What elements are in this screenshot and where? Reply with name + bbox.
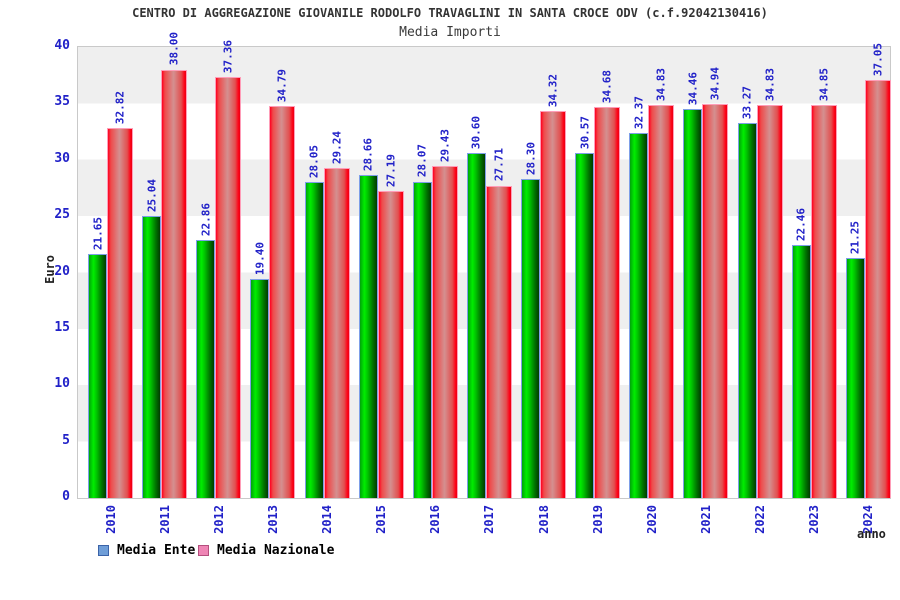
y-axis-title: Euro: [43, 254, 57, 284]
y-tick-5: 5: [62, 432, 70, 448]
bar-media-nazionale-2022-value: 34.83: [763, 68, 777, 102]
media-nazionale-swatch-icon: [198, 545, 209, 556]
bar-media-ente-2020: [629, 133, 649, 498]
legend-label: Media Ente: [117, 543, 196, 558]
bar-media-ente-2012: [196, 240, 216, 498]
chart-subtitle: Media Importi: [399, 25, 501, 40]
bar-media-nazionale-2010: [107, 127, 133, 498]
y-tick-35: 35: [54, 94, 70, 110]
bar-media-nazionale-2017-value: 27.71: [492, 148, 506, 182]
bar-media-nazionale-2019-value: 34.68: [600, 69, 614, 103]
bar-media-ente-2013-value: 19.40: [253, 242, 267, 276]
x-tick-2020: 2020: [644, 505, 659, 534]
bar-media-nazionale-2013: [269, 105, 296, 498]
bar-media-nazionale-2012-value: 37.36: [221, 39, 235, 73]
x-tick-2015: 2015: [374, 505, 389, 534]
bar-media-ente-2013: [250, 279, 270, 498]
bar-media-nazionale-2017: [485, 185, 512, 498]
bar-media-nazionale-2020-value: 34.83: [654, 68, 668, 102]
bar-media-ente-2024-value: 21.25: [848, 221, 862, 255]
bar-media-ente-2024: [845, 258, 865, 498]
y-tick-10: 10: [54, 376, 70, 392]
bar-media-nazionale-2013-value: 34.79: [275, 68, 289, 102]
bar-media-ente-2018-value: 28.30: [524, 141, 538, 175]
bar-media-nazionale-2016-value: 29.43: [438, 129, 452, 163]
bar-media-nazionale-2015-value: 27.19: [384, 154, 398, 188]
bar-media-ente-2014: [304, 181, 324, 498]
legend-label: Media Nazionale: [217, 543, 335, 558]
x-tick-2012: 2012: [211, 505, 226, 534]
bar-media-ente-2021-value: 34.46: [686, 72, 700, 106]
bar-media-ente-2011-value: 25.04: [145, 178, 159, 212]
x-tick-2017: 2017: [482, 505, 497, 534]
y-tick-40: 40: [54, 38, 70, 53]
y-tick-30: 30: [54, 150, 70, 166]
bar-media-nazionale-2018-value: 34.32: [546, 73, 560, 108]
media-ente-swatch-icon: [98, 545, 109, 556]
legend-item-media-nazionale: Media Nazionale: [198, 543, 334, 558]
bar-media-nazionale-2012: [215, 76, 242, 498]
bar-media-nazionale-2020: [648, 105, 675, 498]
bar-media-ente-2018: [521, 178, 541, 498]
x-tick-2011: 2011: [157, 505, 172, 534]
bar-media-nazionale-2014: [323, 168, 350, 498]
x-tick-2014: 2014: [320, 505, 335, 534]
y-tick-0: 0: [62, 489, 70, 504]
bar-media-ente-2023-value: 22.46: [794, 207, 808, 241]
bar-media-nazionale-2021-value: 34.94: [708, 66, 722, 101]
bar-media-ente-2011: [142, 215, 162, 498]
bar-media-ente-2019: [575, 153, 595, 498]
x-tick-2010: 2010: [103, 505, 118, 534]
x-tick-2021: 2021: [698, 505, 713, 534]
bar-media-ente-2010: [88, 253, 107, 498]
bar-media-ente-2016-value: 28.07: [415, 144, 429, 178]
bar-media-nazionale-2016: [431, 166, 458, 498]
y-tick-15: 15: [54, 319, 70, 335]
bar-media-ente-2017-value: 30.60: [469, 115, 483, 149]
x-axis-title: anno: [857, 527, 886, 541]
bar-media-ente-2015-value: 28.66: [361, 137, 375, 171]
bar-media-nazionale-2023: [810, 105, 837, 498]
bar-media-nazionale-2015: [377, 191, 404, 498]
x-tick-2019: 2019: [590, 505, 605, 534]
x-tick-2018: 2018: [536, 505, 551, 534]
bar-media-nazionale-2024-value: 37.05: [871, 43, 885, 77]
bar-media-nazionale-2023-value: 34.85: [817, 67, 831, 102]
bar-media-ente-2010-value: 21.65: [91, 216, 104, 250]
y-tick-25: 25: [54, 207, 70, 223]
bar-media-nazionale-2010-value: 32.82: [113, 90, 127, 124]
bar-media-nazionale-2018: [540, 111, 567, 498]
chart-title: CENTRO DI AGGREGAZIONE GIOVANILE RODOLFO…: [132, 6, 768, 20]
bar-media-nazionale-2014-value: 29.24: [330, 131, 344, 165]
bar-media-nazionale-2022: [756, 105, 783, 498]
bar-media-ente-2019-value: 30.57: [578, 116, 592, 150]
x-tick-2013: 2013: [265, 505, 280, 534]
bar-media-ente-2022: [737, 122, 757, 498]
bar-media-nazionale-2011: [161, 69, 188, 498]
bar-media-nazionale-2011-value: 38.00: [167, 32, 181, 66]
bar-media-ente-2012-value: 22.86: [199, 203, 213, 237]
y-tick-20: 20: [54, 263, 70, 279]
bar-media-ente-2022-value: 33.27: [740, 85, 754, 119]
x-tick-2023: 2023: [807, 505, 822, 534]
bar-media-ente-2017: [466, 152, 486, 498]
x-tick-2022: 2022: [753, 505, 768, 534]
bar-media-nazionale-2021: [702, 104, 729, 498]
bar-media-ente-2023: [791, 244, 811, 498]
bar-media-ente-2021: [683, 109, 703, 498]
bar-media-ente-2014-value: 28.05: [307, 144, 321, 178]
bar-media-ente-2020-value: 32.37: [632, 95, 646, 130]
x-tick-2016: 2016: [428, 505, 443, 534]
bar-media-nazionale-2019: [594, 106, 621, 498]
bar-media-ente-2016: [412, 181, 432, 498]
bar-media-nazionale-2024: [864, 80, 891, 498]
legend-item-media-ente: Media Ente: [98, 543, 195, 558]
bar-media-ente-2015: [358, 174, 378, 498]
